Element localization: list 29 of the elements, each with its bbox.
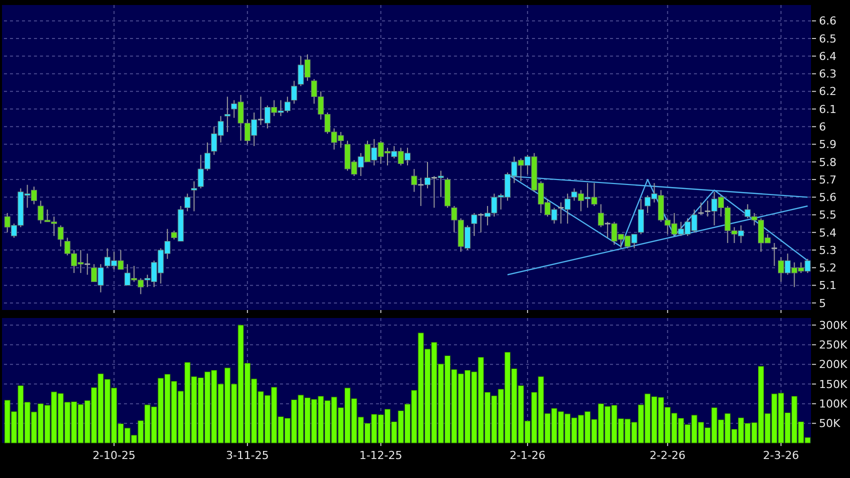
y-tick-label: 250K (819, 338, 848, 352)
y-tick-label: 5.5 (819, 208, 836, 222)
x-tick-label: 1-12-25 (359, 449, 402, 462)
x-tick-label: 2-1-26 (510, 449, 546, 462)
y-tick-label: 6.4 (819, 50, 836, 63)
y-tick-label: 150K (819, 378, 848, 391)
y-tick-label: 200K (819, 358, 848, 372)
y-tick-label: 5.3 (819, 244, 836, 257)
y-tick-label: 5.6 (819, 191, 836, 204)
y-tick-label: 5.1 (819, 279, 836, 292)
y-tick-label: 6.2 (819, 85, 836, 98)
y-tick-label: 5.7 (819, 173, 836, 186)
x-tick-label: 2-10-25 (92, 449, 136, 462)
y-tick-label: 5 (819, 296, 826, 310)
y-tick-label: 100K (819, 398, 848, 411)
y-tick-label: 5.2 (819, 262, 836, 275)
y-tick-label: 300K (819, 318, 848, 332)
y-tick-label: 6.5 (819, 32, 836, 46)
y-tick-label: 6.3 (819, 68, 836, 81)
y-tick-label: 5.4 (819, 226, 836, 240)
x-tick-label: 2-2-26 (650, 449, 686, 462)
y-tick-label: 6.6 (819, 14, 836, 28)
y-tick-label: 5.8 (819, 156, 836, 169)
y-tick-label: 6 (819, 120, 826, 134)
x-tick-label: 2-3-26 (763, 449, 799, 462)
x-tick-label: 3-11-25 (226, 449, 269, 462)
y-tick-label: 6.1 (819, 102, 836, 116)
y-tick-label: 5.9 (819, 138, 836, 152)
y-tick-label: 50K (819, 417, 841, 430)
